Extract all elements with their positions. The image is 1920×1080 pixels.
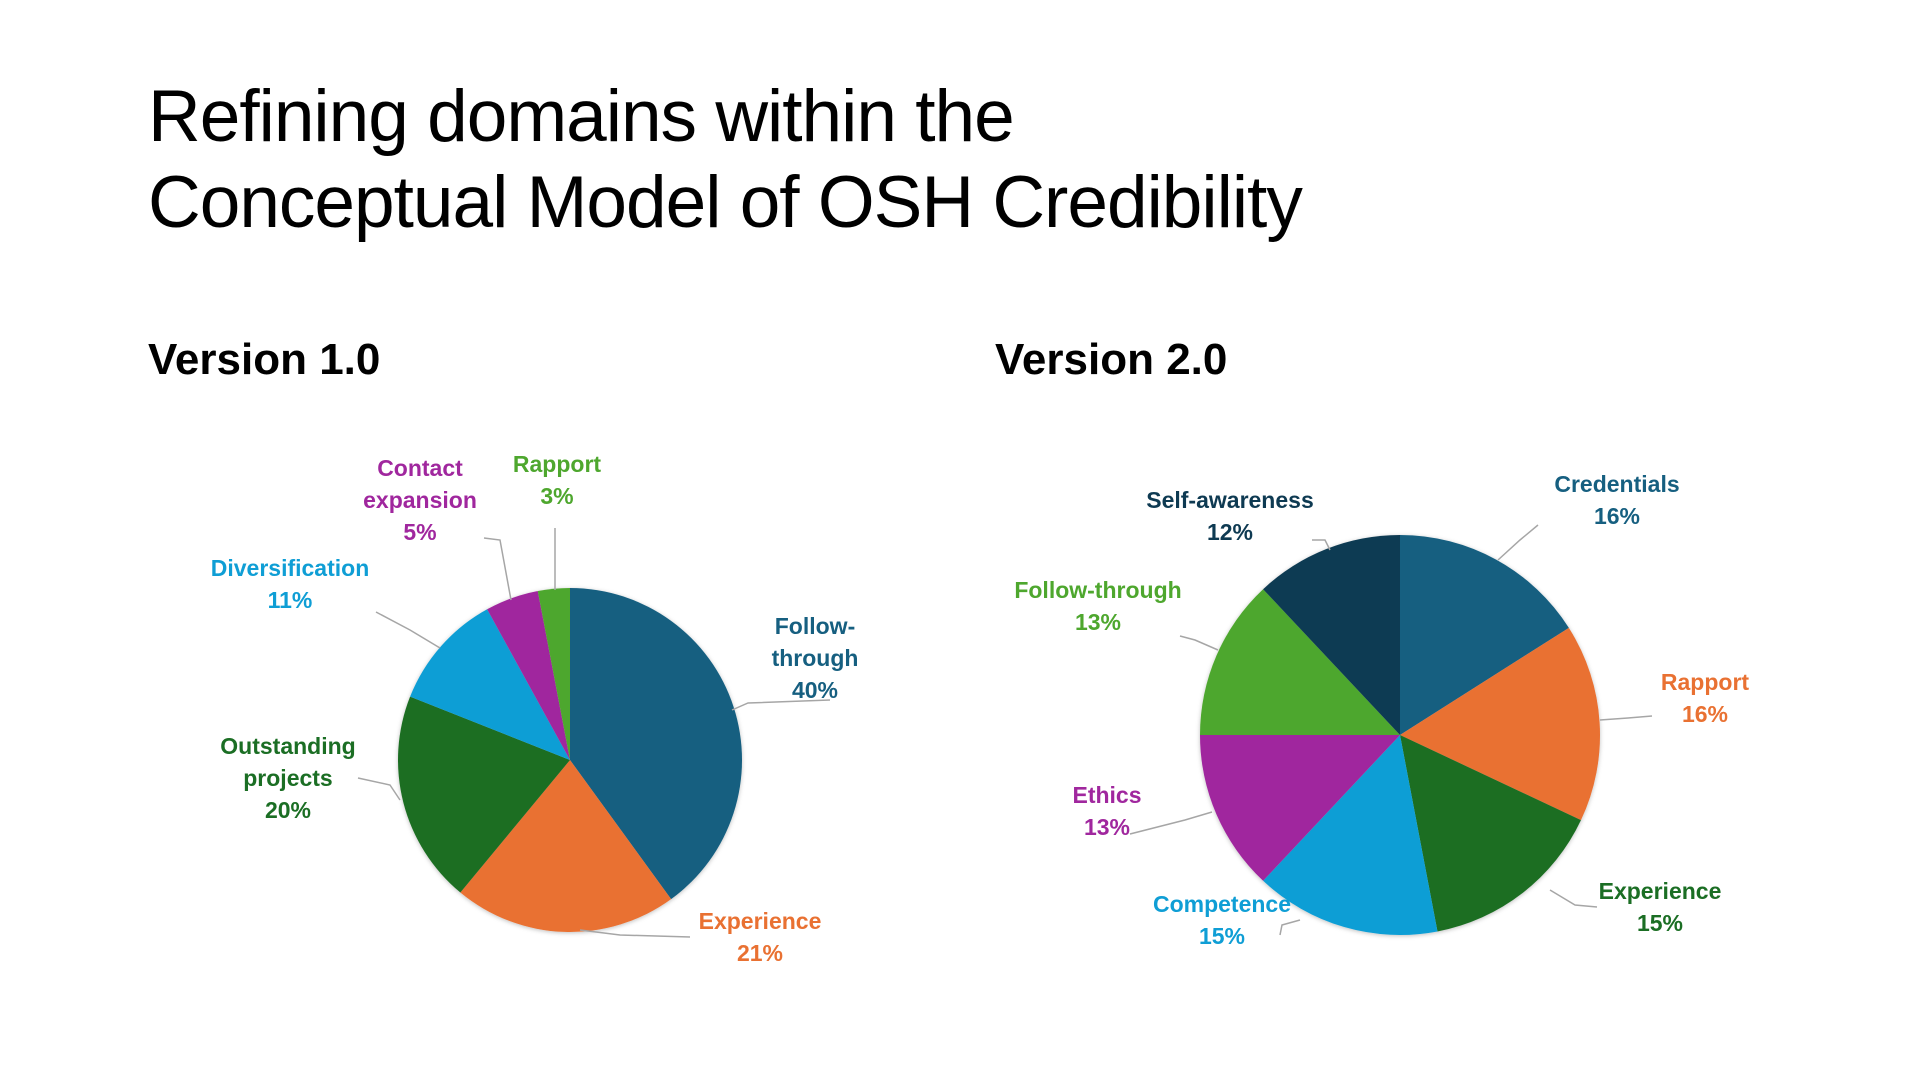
- leader-line-credentials: [1497, 524, 1539, 561]
- slide-title-line-2: Conceptual Model of OSH Credibility: [148, 162, 1303, 243]
- pie-slices: [397, 588, 742, 933]
- pie-slice-follow-through: [1200, 589, 1400, 735]
- leader-line-ethics: [1129, 811, 1213, 835]
- leader-line-diversification: [375, 611, 441, 649]
- pie-slice-rapport: [537, 588, 570, 760]
- leader-line-rapport: [1599, 715, 1653, 721]
- pie-slice-credentials: [1400, 535, 1569, 735]
- leader-line-outstanding-projects: [357, 777, 401, 801]
- pie-slice-rapport: [1400, 627, 1601, 821]
- pie-slice-experience: [1400, 735, 1581, 932]
- chart-title-version-1: Version 1.0: [148, 335, 381, 384]
- data-label-competence: Competence 15%: [1153, 891, 1291, 949]
- slide-title-line-1: Refining domains within the: [148, 76, 1015, 157]
- pie-slice-experience: [460, 760, 672, 933]
- pie-slice-outstanding-projects: [397, 696, 570, 893]
- leader-line-experience: [1549, 889, 1598, 908]
- data-label-credentials: Credentials 16%: [1554, 471, 1679, 529]
- leader-line-follow-through: [731, 699, 831, 711]
- data-label-self-awareness: Self-awareness 12%: [1146, 487, 1313, 545]
- leader-line-experience: [579, 929, 691, 938]
- leader-line-competence: [1279, 919, 1301, 936]
- data-label-experience: Experience 15%: [1599, 878, 1722, 936]
- leader-line-self-awareness: [1312, 539, 1331, 551]
- data-label-follow-through: Follow-through 40%: [772, 613, 859, 703]
- pie-slice-diversification: [410, 609, 570, 760]
- data-label-rapport: Rapport 3%: [513, 451, 602, 509]
- pie-chart-version-1: Follow-through 40% Experience 21% Outstandin…: [211, 451, 859, 966]
- leader-line-contact-expansion: [483, 537, 512, 601]
- pie-slices: [1200, 535, 1601, 936]
- pie-slice-contact-expansion: [487, 591, 570, 760]
- leader-line-follow-through: [1179, 635, 1219, 651]
- pie-slice-ethics: [1200, 735, 1400, 881]
- data-label-contact-expansion: Contact expansion 5%: [363, 455, 477, 545]
- data-label-experience: Experience 21%: [699, 908, 822, 966]
- pie-slice-follow-through: [570, 588, 742, 900]
- data-label-diversification: Diversification 11%: [211, 555, 370, 613]
- pie-chart-version-2: Credentials 16% Rapport 16% Experience 15% Com…: [1014, 471, 1749, 949]
- pie-slice-self-awareness: [1263, 535, 1400, 735]
- slide-title: Refining domains within the Conceptual M…: [148, 74, 1448, 246]
- data-label-follow-through: Follow-through 13%: [1014, 577, 1181, 635]
- chart-title-version-2: Version 2.0: [995, 335, 1228, 384]
- pie-slice-competence: [1263, 735, 1438, 936]
- data-label-outstanding-projects: Outstanding projects 20%: [220, 733, 355, 823]
- data-label-rapport: Rapport 16%: [1661, 669, 1750, 727]
- data-label-ethics: Ethics 13%: [1072, 782, 1141, 840]
